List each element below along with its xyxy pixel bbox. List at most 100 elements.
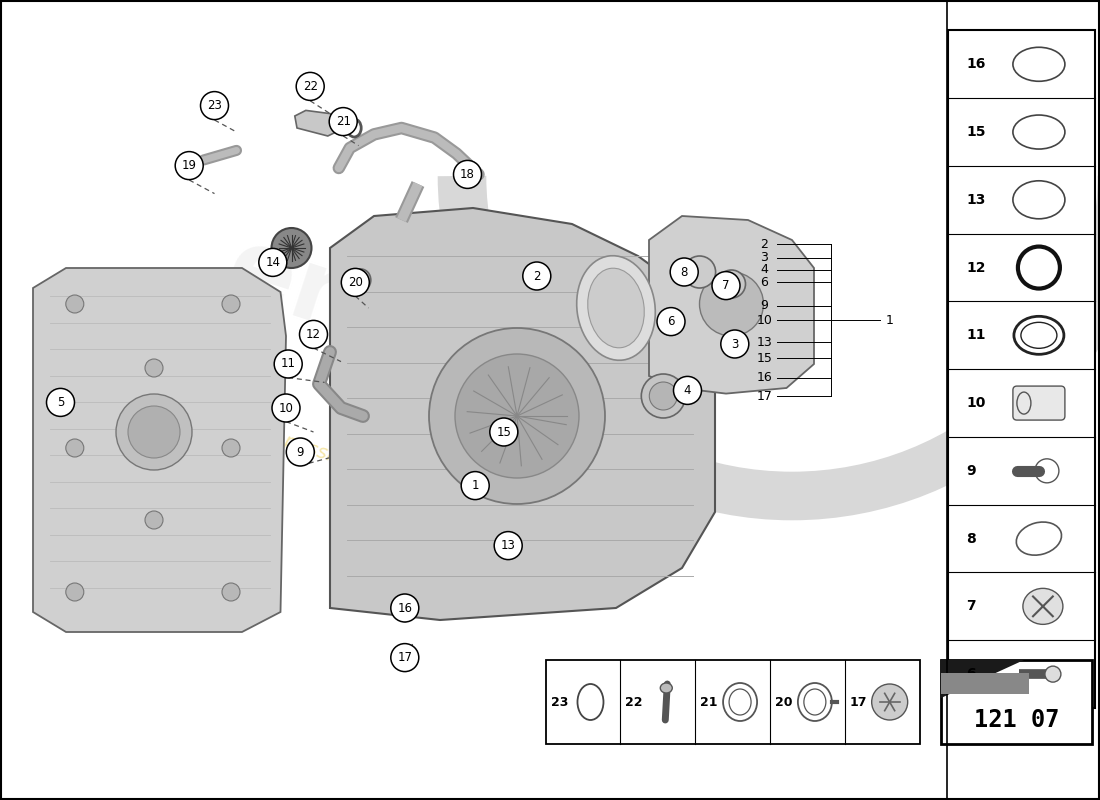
- Circle shape: [390, 643, 419, 672]
- Circle shape: [222, 295, 240, 313]
- Text: 9: 9: [966, 464, 976, 478]
- Text: 16: 16: [397, 602, 412, 614]
- Text: 17: 17: [757, 390, 772, 402]
- Circle shape: [341, 268, 370, 297]
- FancyBboxPatch shape: [546, 660, 920, 744]
- Circle shape: [299, 321, 328, 349]
- Circle shape: [490, 418, 518, 446]
- Circle shape: [461, 471, 490, 499]
- Text: 7: 7: [723, 279, 729, 292]
- Circle shape: [494, 532, 522, 560]
- Text: 15: 15: [496, 426, 512, 438]
- Text: 12: 12: [306, 328, 321, 341]
- Text: 12: 12: [966, 261, 986, 274]
- Text: 6: 6: [966, 667, 976, 681]
- Text: 10: 10: [966, 396, 986, 410]
- Circle shape: [128, 406, 180, 458]
- Text: 20: 20: [348, 276, 363, 289]
- Text: 5: 5: [57, 396, 64, 409]
- Text: 3: 3: [760, 251, 769, 264]
- Text: 15: 15: [757, 352, 772, 365]
- Text: 22: 22: [626, 695, 642, 709]
- Text: 13: 13: [500, 539, 516, 552]
- Circle shape: [390, 594, 419, 622]
- Text: 16: 16: [757, 371, 772, 384]
- Text: 9: 9: [297, 446, 304, 458]
- Circle shape: [871, 684, 908, 720]
- Circle shape: [429, 328, 605, 504]
- Text: 1: 1: [886, 314, 894, 326]
- Circle shape: [258, 248, 287, 277]
- Ellipse shape: [351, 269, 371, 291]
- Circle shape: [222, 583, 240, 601]
- Text: 23: 23: [551, 695, 568, 709]
- Polygon shape: [33, 268, 286, 632]
- Circle shape: [455, 354, 579, 478]
- Circle shape: [66, 295, 84, 313]
- Text: engines: engines: [213, 221, 667, 451]
- Circle shape: [296, 72, 324, 101]
- Text: 17: 17: [397, 651, 412, 664]
- Text: 21: 21: [701, 695, 717, 709]
- Circle shape: [222, 439, 240, 457]
- Text: 8: 8: [966, 532, 976, 546]
- Circle shape: [453, 160, 482, 189]
- FancyBboxPatch shape: [948, 30, 1094, 708]
- FancyBboxPatch shape: [1013, 386, 1065, 420]
- Text: 13: 13: [757, 336, 772, 349]
- Text: 19: 19: [182, 159, 197, 172]
- Circle shape: [329, 108, 358, 135]
- Polygon shape: [330, 208, 715, 620]
- Text: 10: 10: [757, 314, 772, 326]
- Polygon shape: [940, 660, 1024, 698]
- Circle shape: [700, 272, 763, 336]
- Circle shape: [66, 583, 84, 601]
- Text: 3: 3: [732, 338, 738, 350]
- Text: 22: 22: [302, 80, 318, 93]
- Text: 6: 6: [668, 315, 674, 328]
- Text: 15: 15: [966, 125, 986, 139]
- Ellipse shape: [660, 683, 672, 693]
- Circle shape: [649, 382, 678, 410]
- Text: 16: 16: [966, 58, 986, 71]
- Ellipse shape: [576, 256, 656, 360]
- Polygon shape: [295, 110, 341, 136]
- Circle shape: [145, 359, 163, 377]
- Text: 7: 7: [966, 599, 976, 614]
- Text: 10: 10: [278, 402, 294, 414]
- Circle shape: [200, 92, 229, 119]
- Text: 18: 18: [460, 168, 475, 181]
- Text: a passion for parts since 1985: a passion for parts since 1985: [264, 426, 550, 534]
- Polygon shape: [649, 216, 814, 394]
- Text: 6: 6: [760, 276, 769, 289]
- Text: 2: 2: [760, 238, 769, 250]
- Text: 17: 17: [850, 695, 867, 709]
- FancyBboxPatch shape: [940, 660, 1092, 744]
- Circle shape: [522, 262, 551, 290]
- Circle shape: [641, 374, 685, 418]
- Text: 9: 9: [760, 299, 769, 312]
- Ellipse shape: [1023, 588, 1063, 624]
- Circle shape: [272, 228, 311, 268]
- Circle shape: [712, 272, 740, 300]
- Circle shape: [1045, 666, 1060, 682]
- Circle shape: [272, 394, 300, 422]
- Text: 11: 11: [280, 358, 296, 370]
- Text: 1: 1: [472, 479, 478, 492]
- Circle shape: [673, 376, 702, 405]
- Text: 4: 4: [760, 263, 769, 276]
- Text: 14: 14: [265, 256, 280, 269]
- Circle shape: [66, 439, 84, 457]
- Circle shape: [720, 330, 749, 358]
- Circle shape: [286, 438, 315, 466]
- Text: 2: 2: [534, 270, 540, 282]
- Circle shape: [657, 308, 685, 336]
- Circle shape: [116, 394, 192, 470]
- Text: 8: 8: [681, 266, 688, 278]
- Text: 20: 20: [776, 695, 792, 709]
- Text: 11: 11: [966, 328, 986, 342]
- Circle shape: [274, 350, 302, 378]
- Text: 4: 4: [684, 384, 691, 397]
- Circle shape: [683, 256, 716, 288]
- FancyBboxPatch shape: [940, 673, 1028, 694]
